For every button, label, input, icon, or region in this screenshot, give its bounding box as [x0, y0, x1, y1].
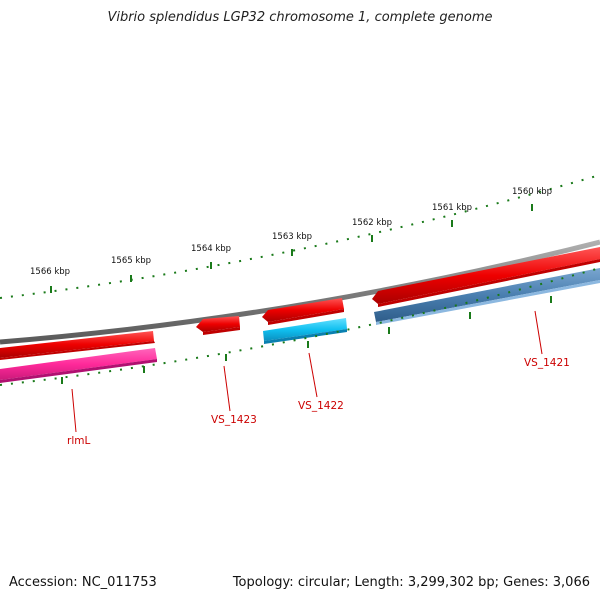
tick-label-1564: 1564 kbp	[191, 244, 231, 254]
gene-VS_1422-cog[interactable]	[263, 318, 347, 341]
tick-label-1565: 1565 kbp	[111, 256, 151, 266]
gene-VS_1423[interactable]	[196, 316, 240, 332]
tick-label-1560: 1560 kbp	[512, 187, 552, 197]
tick-label-1563: 1563 kbp	[272, 232, 312, 242]
gene-label-VS_1423: VS_1423	[211, 414, 257, 426]
topology-value: circular	[297, 575, 346, 590]
cog-strand	[0, 268, 600, 383]
gene-labels: rlmL VS_1423 VS_1422 VS_1421	[67, 357, 570, 447]
tick-label-1562: 1562 kbp	[352, 218, 392, 228]
accession-label: Accession:	[9, 575, 78, 590]
genes-label: Genes:	[503, 575, 549, 590]
scale-ring-inner	[0, 267, 600, 386]
gene-rlmL-cog[interactable]	[0, 348, 157, 380]
genome-stats: Topology: circular; Length: 3,299,302 bp…	[232, 575, 590, 590]
length-value: 3,299,302 bp	[407, 575, 495, 590]
topology-label: Topology:	[232, 575, 294, 590]
gene-rlmL-forward[interactable]	[0, 331, 154, 358]
scale-ring-outer	[0, 174, 600, 299]
gene-VS_1421-forward[interactable]	[372, 247, 600, 304]
map-title: Vibrio splendidus LGP32 chromosome 1, co…	[107, 10, 493, 25]
gene-label-rlmL: rlmL	[67, 435, 90, 447]
tick-label-1561: 1561 kbp	[432, 203, 472, 213]
forward-strand	[0, 247, 600, 360]
scale-labels: 1566 kbp 1565 kbp 1564 kbp 1563 kbp 1562…	[30, 187, 552, 277]
genes-value: 3,066	[552, 575, 590, 590]
length-label: Length:	[354, 575, 404, 590]
tick-label-1566: 1566 kbp	[30, 267, 70, 277]
gene-label-VS_1422: VS_1422	[298, 400, 344, 412]
gene-label-VS_1421: VS_1421	[524, 357, 570, 369]
accession-value: NC_011753	[81, 575, 157, 590]
accession-info: Accession: NC_011753	[9, 575, 157, 590]
label-leaders	[71, 310, 543, 433]
gene-VS_1421-cog[interactable]	[374, 268, 600, 322]
gene-VS_1422-forward[interactable]	[262, 298, 344, 322]
